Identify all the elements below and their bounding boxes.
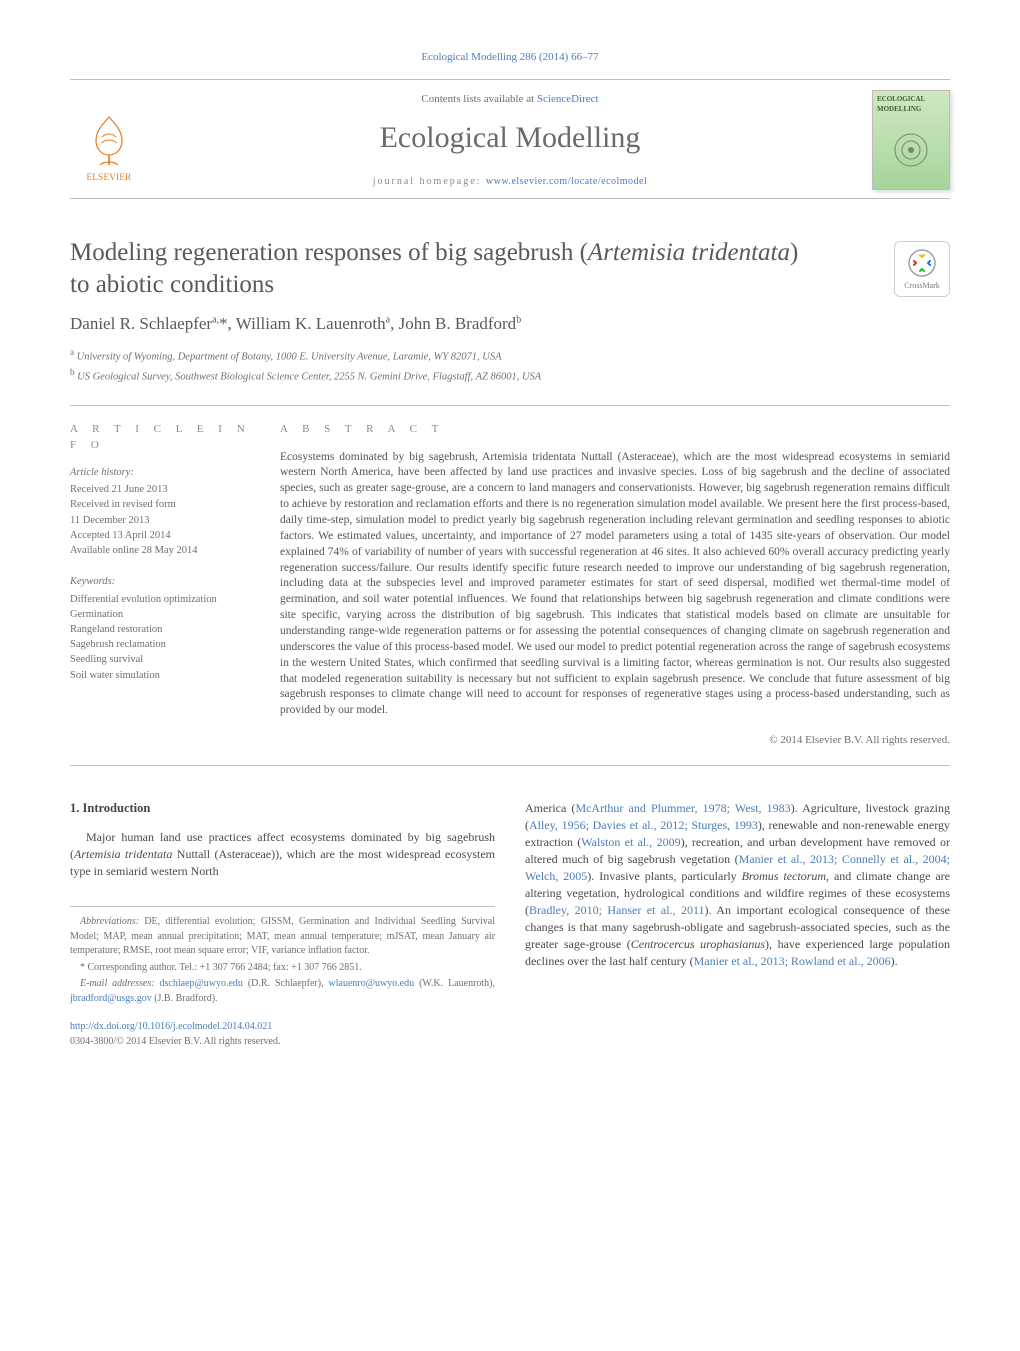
journal-homepage-link[interactable]: www.elsevier.com/locate/ecolmodel <box>486 176 647 187</box>
journal-name: Ecological Modelling <box>148 117 872 159</box>
journal-header-band: ELSEVIER Contents lists available at Sci… <box>70 79 950 199</box>
sciencedirect-link[interactable]: ScienceDirect <box>537 93 599 105</box>
abstract-copyright: © 2014 Elsevier B.V. All rights reserved… <box>280 733 950 748</box>
body-column-left: 1. Introduction Major human land use pra… <box>70 800 495 1049</box>
abstract-text: Ecosystems dominated by big sagebrush, A… <box>280 450 950 720</box>
journal-cover-thumbnail: ECOLOGICAL MODELLING <box>872 90 950 190</box>
keywords-head: Keywords: <box>70 574 266 589</box>
crossmark-icon <box>907 248 937 278</box>
keywords-block: Keywords: Differential evolution optimiz… <box>70 574 266 683</box>
keyword-line: Sagebrush reclamation <box>70 637 266 652</box>
history-line: Accepted 13 April 2014 <box>70 528 266 543</box>
elsevier-tree-icon <box>82 111 136 169</box>
abbreviations-footnote: Abbreviations: DE, differential evolutio… <box>70 915 495 959</box>
affiliation-line: a University of Wyoming, Department of B… <box>70 346 950 365</box>
body-para-left: Major human land use practices affect ec… <box>70 829 495 880</box>
article-title: Modeling regeneration responses of big s… <box>70 237 810 300</box>
cover-thumb-title: ECOLOGICAL MODELLING <box>877 95 945 115</box>
corresponding-author-footnote: * Corresponding author. Tel.: +1 307 766… <box>70 961 495 976</box>
issn-copyright: 0304-3800/© 2014 Elsevier B.V. All right… <box>70 1036 280 1047</box>
affiliations: a University of Wyoming, Department of B… <box>70 346 950 386</box>
article-info-label: A R T I C L E I N F O <box>70 422 266 453</box>
doi-link[interactable]: http://dx.doi.org/10.1016/j.ecolmodel.20… <box>70 1021 272 1032</box>
crossmark-badge[interactable]: CrossMark <box>894 241 950 297</box>
article-history-head: Article history: <box>70 465 266 480</box>
author-list: Daniel R. Schlaepfera,*, William K. Laue… <box>70 312 950 336</box>
history-line: Available online 28 May 2014 <box>70 543 266 558</box>
section-number: 1. <box>70 801 79 815</box>
email-footnote: E-mail addresses: dschlaep@uwyo.edu (D.R… <box>70 977 495 1006</box>
homepage-label: journal homepage: <box>373 176 486 187</box>
email-head: E-mail addresses: <box>80 978 155 989</box>
footnotes-block: Abbreviations: DE, differential evolutio… <box>70 906 495 1006</box>
section-title: Introduction <box>83 801 151 815</box>
crossmark-label: CrossMark <box>904 280 940 291</box>
section-heading: 1. Introduction <box>70 800 495 818</box>
keyword-line: Differential evolution optimization <box>70 592 266 607</box>
publisher-logo-text: ELSEVIER <box>87 171 132 184</box>
history-line: Received 21 June 2013 <box>70 482 266 497</box>
contents-available-line: Contents lists available at ScienceDirec… <box>148 92 872 107</box>
history-line: 11 December 2013 <box>70 513 266 528</box>
abbrev-head: Abbreviations: <box>80 916 139 927</box>
body-column-right: America (McArthur and Plummer, 1978; Wes… <box>525 800 950 1049</box>
journal-reference: Ecological Modelling 286 (2014) 66–77 <box>70 50 950 65</box>
keyword-line: Germination <box>70 607 266 622</box>
keyword-line: Seedling survival <box>70 652 266 667</box>
cover-art-icon <box>886 125 936 175</box>
body-para-right: America (McArthur and Plummer, 1978; Wes… <box>525 800 950 970</box>
contents-prefix: Contents lists available at <box>421 93 536 105</box>
article-history-block: Article history: Received 21 June 2013Re… <box>70 465 266 558</box>
history-line: Received in revised form <box>70 497 266 512</box>
publisher-logo: ELSEVIER <box>70 97 148 183</box>
affiliation-line: b US Geological Survey, Southwest Biolog… <box>70 366 950 385</box>
journal-homepage-line: journal homepage: www.elsevier.com/locat… <box>148 175 872 189</box>
keyword-line: Soil water simulation <box>70 668 266 683</box>
keyword-line: Rangeland restoration <box>70 622 266 637</box>
corr-text: Corresponding author. Tel.: +1 307 766 2… <box>85 962 362 973</box>
abstract-label: A B S T R A C T <box>280 422 950 437</box>
doi-block: http://dx.doi.org/10.1016/j.ecolmodel.20… <box>70 1020 495 1048</box>
